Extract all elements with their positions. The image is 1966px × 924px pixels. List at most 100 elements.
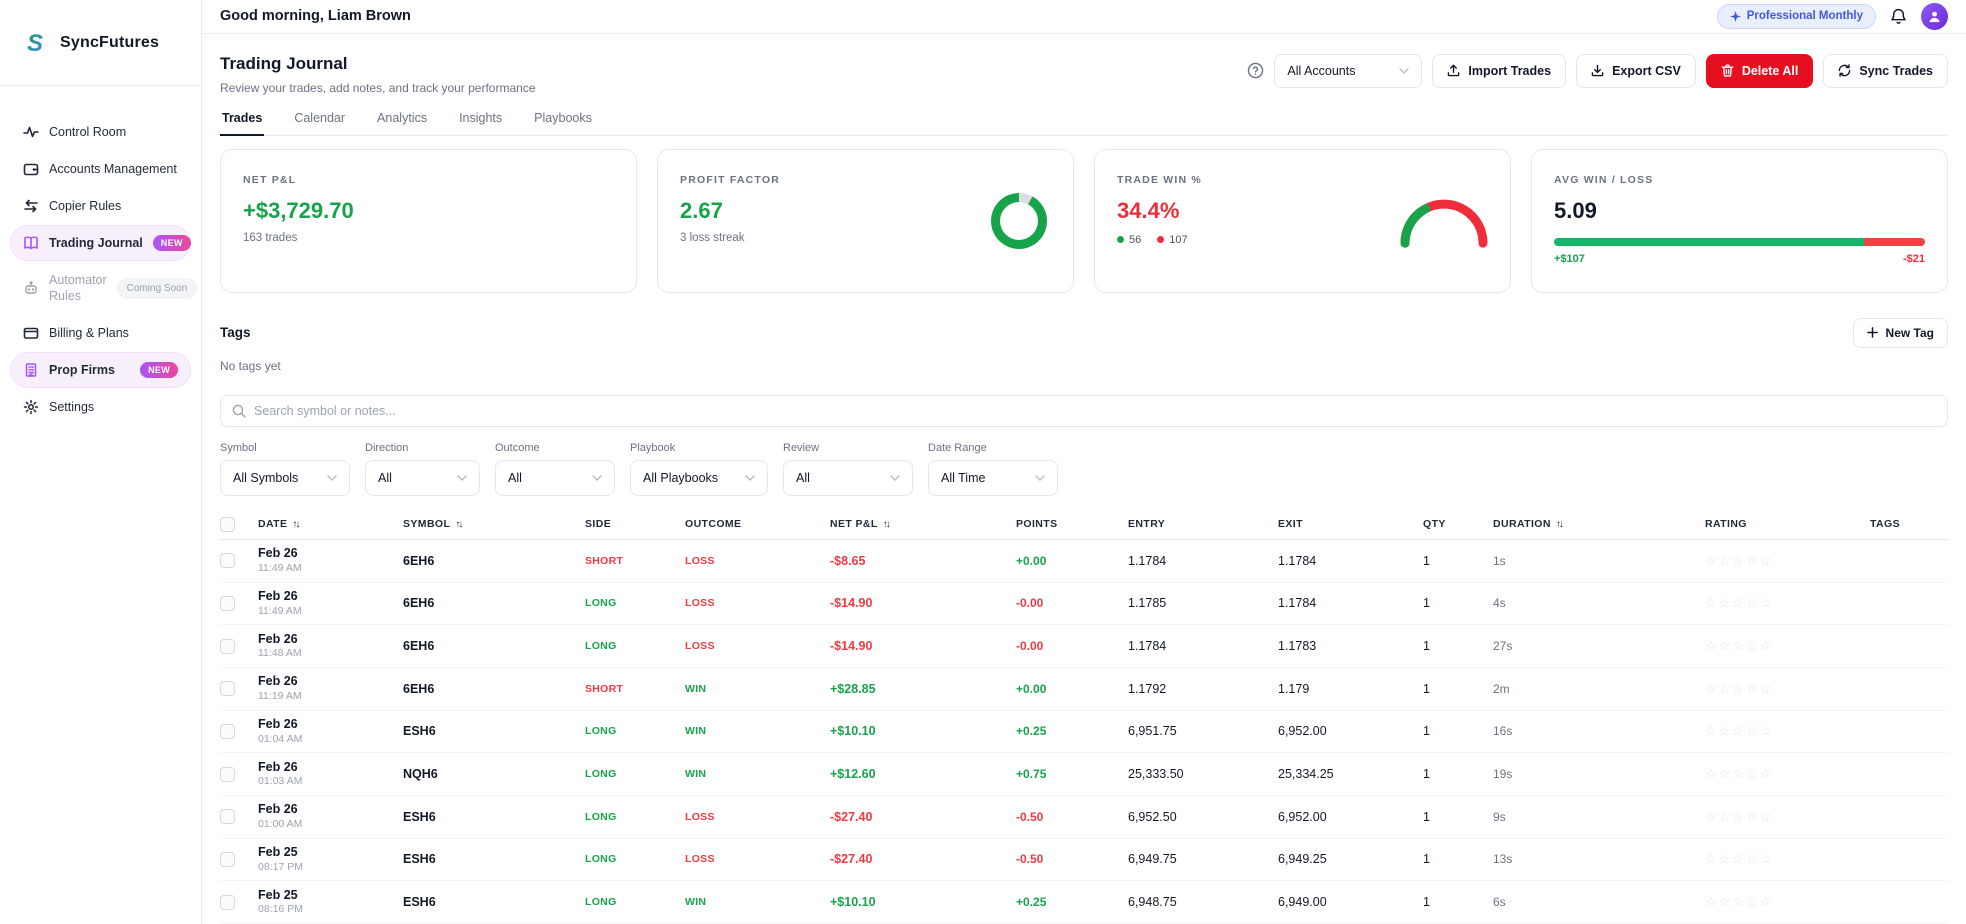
filter-label: Playbook [630,441,676,454]
cell-time: 11:48 AM [258,647,302,660]
cell-date: Feb 25 08:16 PM [258,888,403,917]
sidebar-item-prop-firms[interactable]: Prop Firms NEW [10,352,191,388]
rating-stars[interactable]: ☆☆☆☆☆ [1705,766,1774,782]
sidebar-item-control-room[interactable]: Control Room [10,114,191,150]
row-checkbox[interactable] [220,851,235,867]
avatar[interactable] [1921,2,1948,30]
cell-net-pnl: +$10.10 [830,895,876,910]
table-row[interactable]: Feb 26 11:49 AM 6EH6 SHORT LOSS -$8.65 +… [220,540,1948,583]
cell-points: +0.25 [1016,724,1047,739]
col-net-pnl[interactable]: NET P&L ↑↓ [830,518,891,531]
cell-entry: 1.1784 [1128,639,1167,654]
rating-stars[interactable]: ☆☆☆☆☆ [1705,808,1774,824]
sidebar-item-copier-rules[interactable]: Copier Rules [10,188,191,224]
row-checkbox[interactable] [220,595,235,611]
tab-playbooks[interactable]: Playbooks [534,110,592,125]
row-checkbox[interactable] [220,638,235,654]
cell-qty: 1 [1423,767,1430,782]
cell-date: Feb 26 01:00 AM [258,802,403,831]
notifications-bell-icon[interactable] [1890,8,1907,25]
row-checkbox[interactable] [220,681,235,697]
row-checkbox[interactable] [220,553,235,569]
row-checkbox[interactable] [220,809,235,825]
sidebar-item-label: Billing & Plans [49,326,129,340]
credit-card-icon [23,327,39,339]
playbook-filter[interactable]: All Playbooks [630,459,768,496]
table-row[interactable]: Feb 25 08:17 PM ESH6 LONG LOSS -$27.40 -… [220,839,1948,882]
sidebar-item-accounts-management[interactable]: Accounts Management [10,151,191,187]
rating-stars[interactable]: ☆☆☆☆☆ [1705,638,1774,654]
cell-points: -0.50 [1016,809,1044,824]
table-row[interactable]: Feb 26 01:00 AM ESH6 LONG LOSS -$27.40 -… [220,796,1948,839]
cell-symbol: ESH6 [403,809,436,824]
cell-symbol: 6EH6 [403,553,435,568]
wallet-icon [23,163,39,176]
table-row[interactable]: Feb 25 08:16 PM ESH6 LONG WIN +$10.10 +0… [220,881,1948,924]
review-filter[interactable]: All [783,459,913,496]
outcome-filter[interactable]: All [495,459,615,496]
sort-icon[interactable]: ↑↓ [292,518,300,530]
direction-filter[interactable]: All [365,459,480,496]
tab-trades[interactable]: Trades [220,111,265,136]
rating-stars[interactable]: ☆☆☆☆☆ [1705,552,1774,568]
cell-exit: 6,949.25 [1278,852,1327,867]
rating-stars[interactable]: ☆☆☆☆☆ [1705,680,1774,696]
date-range-filter[interactable]: All Time [928,459,1058,496]
new-tag-button[interactable]: New Tag [1852,317,1948,348]
sidebar-item-label: Copier Rules [49,199,122,213]
import-trades-button[interactable]: Import Trades [1432,53,1567,88]
row-checkbox[interactable] [220,894,235,910]
sort-icon[interactable]: ↑↓ [1555,518,1564,530]
tab-analytics[interactable]: Analytics [377,110,428,125]
table-row[interactable]: Feb 26 11:48 AM 6EH6 LONG LOSS -$14.90 -… [220,625,1948,668]
table-row[interactable]: Feb 26 11:19 AM 6EH6 SHORT WIN +$28.85 +… [220,668,1948,711]
search-input[interactable] [254,403,1936,418]
sort-icon[interactable]: ↑↓ [882,518,891,530]
cell-entry: 6,951.75 [1128,724,1177,739]
import-trades-label: Import Trades [1468,63,1552,78]
table-row[interactable]: Feb 26 01:03 AM NQH6 LONG WIN +$12.60 +0… [220,753,1948,796]
sidebar-item-settings[interactable]: Settings [10,389,191,425]
cell-date: Feb 25 08:17 PM [258,845,403,874]
cell-date: Feb 26 11:49 AM [258,546,403,575]
tab-calendar[interactable]: Calendar [294,110,346,125]
syncfutures-logo-icon: S [27,30,43,57]
sort-icon[interactable]: ↑↓ [455,518,463,530]
export-csv-button[interactable]: Export CSV [1576,53,1696,88]
symbol-filter[interactable]: All Symbols [220,459,350,496]
cell-outcome: WIN [685,682,707,695]
sidebar-item-billing-plans[interactable]: Billing & Plans [10,315,191,351]
rating-stars[interactable]: ☆☆☆☆☆ [1705,851,1774,867]
sidebar-nav: Control Room Accounts Management Copier … [0,86,201,425]
account-select[interactable]: All Accounts [1274,53,1423,88]
cell-points: -0.00 [1016,639,1044,654]
rating-stars[interactable]: ☆☆☆☆☆ [1705,723,1774,739]
cell-time: 08:17 PM [258,860,303,873]
tab-insights[interactable]: Insights [459,110,503,125]
table-row[interactable]: Feb 26 11:49 AM 6EH6 LONG LOSS -$14.90 -… [220,583,1948,626]
col-duration[interactable]: DURATION ↑↓ [1493,518,1564,531]
col-symbol[interactable]: SYMBOL ↑↓ [403,518,463,531]
avg-win-loss-bar [1554,237,1925,246]
help-icon[interactable] [1247,62,1264,79]
table-row[interactable]: Feb 26 01:04 AM ESH6 LONG WIN +$10.10 +0… [220,711,1948,754]
plan-badge[interactable]: Professional Monthly [1716,3,1876,29]
card-label: NET P&L [243,173,297,186]
cell-side: SHORT [585,682,624,695]
cell-qty: 1 [1423,809,1430,824]
sidebar-item-label: Prop Firms [49,363,115,377]
row-checkbox[interactable] [220,723,235,739]
download-icon [1591,65,1604,77]
rating-stars[interactable]: ☆☆☆☆☆ [1705,595,1774,611]
select-all-checkbox[interactable] [220,516,235,532]
row-checkbox[interactable] [220,766,235,782]
sync-trades-button[interactable]: Sync Trades [1823,53,1948,88]
delete-all-button[interactable]: Delete All [1705,53,1814,88]
sidebar-item-trading-journal[interactable]: Trading Journal NEW [10,225,191,261]
col-date[interactable]: DATE ↑↓ [258,518,300,531]
cell-side: LONG [585,597,617,610]
filter-label: Direction [365,441,409,454]
main-area: Good morning, Liam Brown Professional Mo… [202,0,1966,924]
rating-stars[interactable]: ☆☆☆☆☆ [1705,894,1774,910]
